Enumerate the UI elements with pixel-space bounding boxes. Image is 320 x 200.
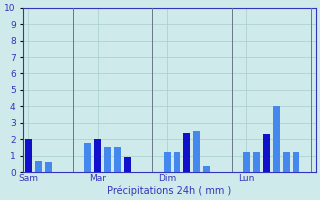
Bar bbox=[94, 139, 101, 172]
Bar bbox=[183, 133, 190, 172]
Bar bbox=[243, 152, 250, 172]
Bar bbox=[173, 152, 180, 172]
Bar bbox=[84, 143, 91, 172]
Bar bbox=[193, 131, 200, 172]
Bar bbox=[203, 166, 210, 172]
Bar bbox=[35, 161, 42, 172]
Bar bbox=[283, 152, 290, 172]
Bar bbox=[114, 147, 121, 172]
Bar bbox=[164, 152, 171, 172]
Bar bbox=[273, 106, 280, 172]
Bar bbox=[44, 162, 52, 172]
X-axis label: Précipitations 24h ( mm ): Précipitations 24h ( mm ) bbox=[108, 185, 232, 196]
Bar bbox=[25, 139, 32, 172]
Bar bbox=[263, 134, 270, 172]
Bar bbox=[253, 152, 260, 172]
Bar bbox=[104, 147, 111, 172]
Bar bbox=[292, 152, 300, 172]
Bar bbox=[124, 157, 131, 172]
